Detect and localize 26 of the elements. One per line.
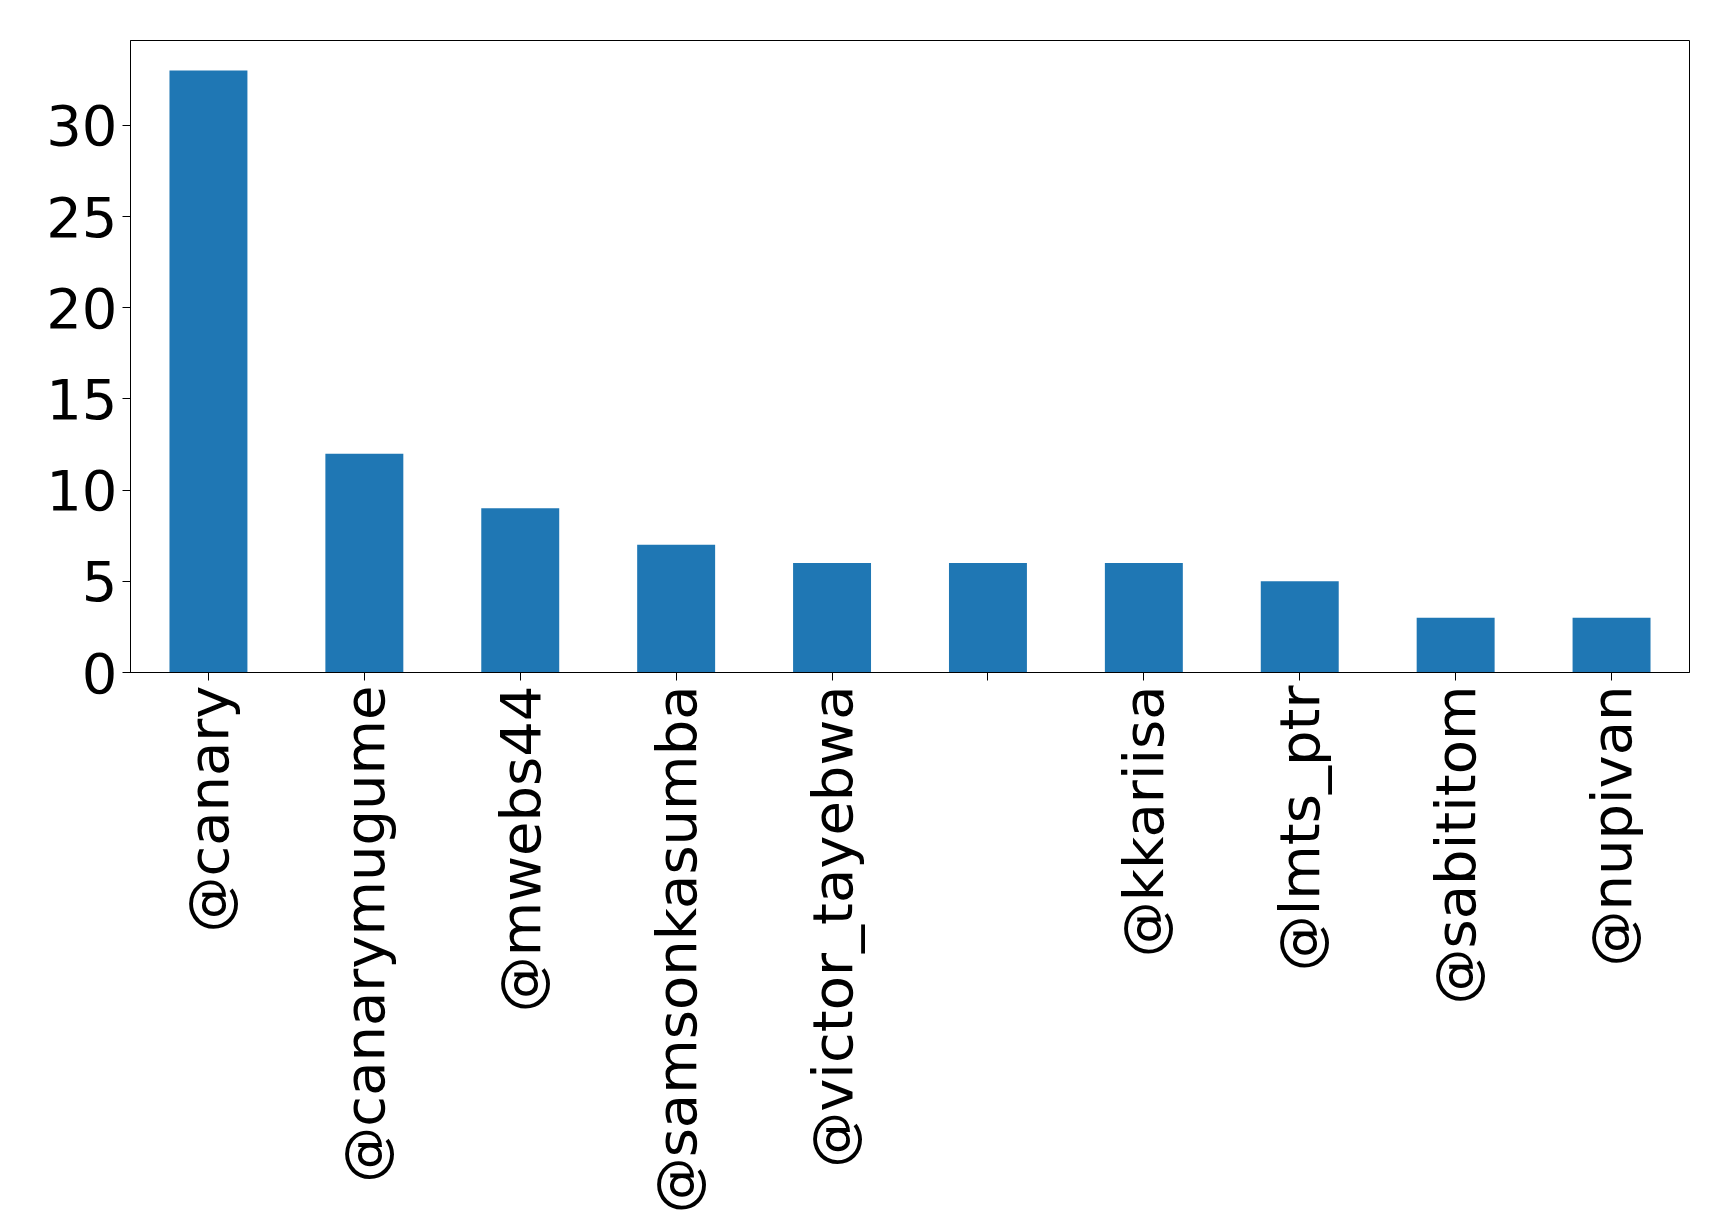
- y-tick-label: 10: [46, 458, 118, 524]
- x-tick-label: @lmts_ptr: [1267, 684, 1333, 972]
- x-tick-label: @nupivan: [1579, 685, 1645, 967]
- y-tick-label: 15: [46, 366, 118, 432]
- bar: [1260, 581, 1339, 673]
- y-tick-label: 5: [81, 549, 118, 615]
- y-tick-label: 30: [46, 93, 118, 159]
- bar: [948, 563, 1027, 673]
- x-tick-label: @sabititom: [1423, 685, 1489, 1005]
- x-tick-label: @kkariisa: [1111, 685, 1177, 958]
- bar: [1572, 617, 1651, 673]
- bar: [325, 453, 404, 673]
- y-tick-label: 0: [81, 640, 118, 706]
- x-tick-label: @victor_tayebwa: [799, 685, 865, 1168]
- x-tick-label: @mwebs44: [487, 685, 553, 1013]
- x-tick-label: @canarymugume: [331, 685, 397, 1183]
- bar: [169, 70, 248, 673]
- y-tick-label: 20: [46, 275, 118, 341]
- bar: [637, 544, 716, 673]
- bar: [481, 508, 560, 673]
- bar: [1104, 563, 1183, 673]
- bar: [1416, 617, 1495, 673]
- x-tick-label: @samsonkasumba: [643, 685, 709, 1214]
- bar: [793, 563, 872, 673]
- x-tick-label: @canary: [175, 685, 241, 933]
- y-tick-label: 25: [46, 184, 118, 250]
